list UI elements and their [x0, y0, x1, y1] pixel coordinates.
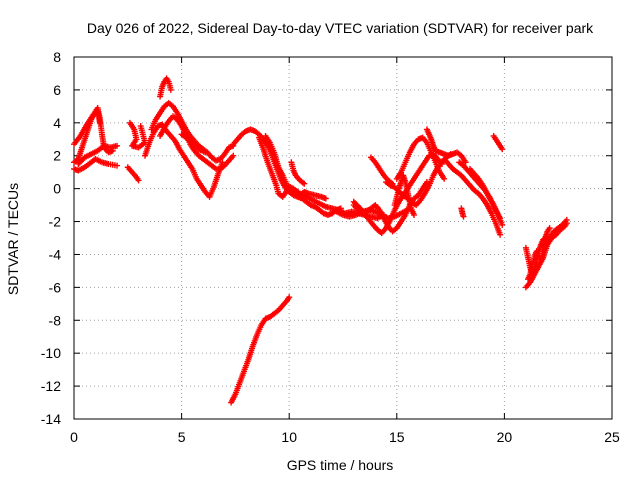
data-point	[114, 142, 121, 149]
data-point	[389, 180, 396, 187]
data-point	[441, 175, 448, 182]
series-trace-w	[423, 126, 469, 166]
series-trace-x	[441, 156, 504, 238]
series-trace-v	[391, 172, 418, 218]
x-tick-label: 5	[178, 429, 186, 445]
series-trace-ae	[522, 220, 570, 291]
x-tick-label: 15	[389, 429, 405, 445]
y-tick-label: 0	[53, 181, 61, 197]
data-point	[219, 159, 226, 166]
series-trace-p	[333, 207, 411, 222]
y-tick-label: 2	[53, 148, 61, 164]
series-trace-d	[75, 142, 121, 167]
y-tick-label: 8	[53, 49, 61, 65]
series-trace-k	[178, 131, 209, 156]
series-trace-o	[288, 159, 308, 187]
data-point	[114, 162, 121, 169]
tick-labels: 0 5 10 15 20 25 -14 -12 -10 -8 -6 -4 -2 0 2 4 6 8	[41, 49, 620, 445]
data-point	[167, 86, 174, 93]
series-trace-af	[228, 294, 293, 406]
series-trace-ab	[490, 132, 506, 153]
y-tick-label: 6	[53, 82, 61, 98]
x-tick-label: 25	[604, 429, 620, 445]
series-trace-e	[126, 119, 149, 151]
series-trace-f	[124, 164, 142, 184]
series-trace-c	[71, 156, 121, 174]
series-trace-i	[157, 75, 174, 100]
data-point	[135, 177, 142, 184]
x-tick-label: 0	[70, 429, 78, 445]
y-tick-label: -14	[41, 411, 61, 427]
y-axis-label: SDTVAR / TECUs	[5, 183, 21, 295]
y-tick-label: -10	[41, 345, 61, 361]
data-point	[497, 215, 504, 222]
data-point	[499, 221, 506, 228]
y-tick-label: -12	[41, 378, 61, 394]
data-point	[563, 220, 570, 227]
series-trace-z	[466, 165, 504, 222]
data-point	[286, 294, 293, 301]
x-tick-label: 10	[281, 429, 297, 445]
data-point	[202, 149, 209, 156]
data-point	[411, 211, 418, 218]
y-tick-label: 4	[53, 115, 61, 131]
series-trace-g	[142, 121, 226, 200]
axis-ticks	[73, 56, 613, 420]
series-trace-b	[71, 108, 103, 148]
y-tick-label: -6	[49, 279, 62, 295]
data-point	[546, 225, 553, 232]
data-point	[462, 159, 469, 166]
x-axis-label: GPS time / hours	[287, 457, 394, 473]
data-point	[460, 213, 467, 220]
series-trace-aa	[458, 205, 467, 220]
data-points	[71, 75, 570, 406]
y-tick-label: -2	[49, 214, 62, 230]
data-point	[322, 195, 329, 202]
series-trace-h	[148, 100, 237, 164]
y-tick-label: -4	[49, 246, 62, 262]
data-point	[499, 146, 506, 153]
plot-frame	[73, 56, 613, 420]
data-point	[137, 123, 144, 130]
series-trace-t	[367, 154, 396, 187]
x-tick-label: 20	[497, 429, 513, 445]
y-tick-label: -8	[49, 312, 62, 328]
data-point	[497, 231, 504, 238]
data-point	[301, 180, 308, 187]
data-point	[230, 152, 237, 159]
data-point	[96, 119, 103, 126]
grid-lines	[74, 57, 612, 419]
chart-title: Day 026 of 2022, Sidereal Day-to-day VTE…	[87, 20, 594, 36]
